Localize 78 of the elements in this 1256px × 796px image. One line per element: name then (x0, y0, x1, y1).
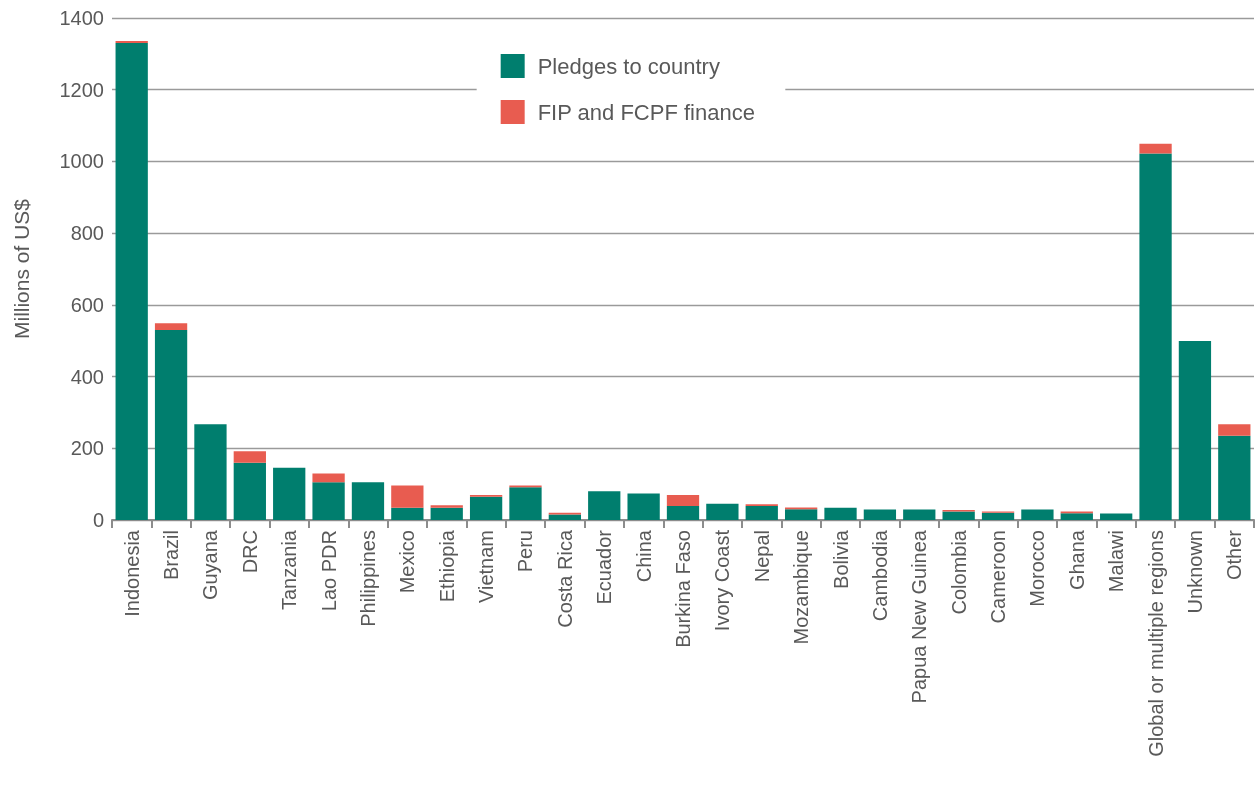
bar (666, 506, 700, 520)
x-tick-label: Papua New Guinea (908, 529, 931, 704)
bar (1218, 435, 1251, 520)
x-tick-label: Ghana (1065, 529, 1088, 591)
x-tick-label: DRC (238, 530, 261, 574)
x-tick-label: Peru (514, 530, 537, 573)
bar (154, 323, 188, 330)
bar (1218, 424, 1251, 436)
x-tick-label: Ethiopia (435, 529, 458, 603)
bar (588, 491, 621, 520)
bar (1100, 513, 1133, 520)
bar (784, 509, 818, 520)
bar (1139, 143, 1172, 154)
x-tick-label: Bolivia (829, 529, 852, 589)
bar (351, 482, 385, 520)
bar (863, 509, 897, 520)
bar (824, 507, 857, 520)
bar (115, 43, 148, 520)
bar (154, 329, 188, 520)
x-tick-label: Colombia (947, 529, 970, 615)
bar (233, 462, 266, 520)
x-tick-label: Tanzania (278, 529, 301, 611)
bar (1139, 153, 1172, 520)
x-tick-label: Nepal (750, 530, 773, 583)
bar (1021, 509, 1054, 520)
y-tick-label: 800 (70, 222, 104, 245)
x-tick-label: Vietnam (475, 530, 498, 604)
x-tick-label: Other (1223, 529, 1246, 581)
x-tick-label: Morocco (1026, 530, 1049, 607)
legend-label: Pledges to country (537, 53, 720, 79)
y-axis-title: Millions of US$ (10, 198, 33, 340)
bar (194, 424, 227, 520)
bar (391, 485, 424, 508)
x-tick-label: Cambodia (868, 529, 891, 622)
x-tick-label: Cameroon (987, 530, 1010, 624)
y-tick-label: 1000 (59, 150, 104, 173)
bar (548, 514, 582, 520)
bar (312, 482, 345, 520)
x-tick-label: Brazil (160, 530, 183, 581)
y-tick-label: 1400 (59, 7, 104, 29)
bar (706, 503, 739, 520)
bar (942, 511, 975, 520)
bar (666, 494, 700, 507)
x-tick-label: Lao PDR (317, 530, 340, 612)
bar (115, 40, 148, 44)
x-tick-label: Costa Rica (553, 529, 576, 628)
bar (233, 451, 266, 463)
y-tick-label: 200 (70, 437, 104, 460)
bar (1060, 513, 1093, 520)
bar (312, 473, 345, 483)
bar (391, 507, 424, 520)
x-tick-label: Unknown (1183, 530, 1206, 614)
x-tick-label: Malawi (1105, 530, 1128, 593)
bar (430, 507, 463, 520)
y-tick-label: 1200 (59, 78, 104, 101)
x-tick-label: Ecuador (593, 529, 616, 605)
bar (981, 512, 1015, 520)
x-tick-label: Mozambique (790, 530, 813, 645)
x-tick-label: Philippines (356, 530, 379, 627)
bar (430, 505, 463, 508)
bar (627, 493, 660, 520)
y-tick-label: 400 (70, 365, 104, 388)
y-tick-label: 600 (70, 293, 104, 316)
x-tick-label: Burkina Faso (672, 530, 694, 648)
x-tick-label: Guyana (199, 529, 222, 601)
y-tick-label: 0 (92, 509, 104, 531)
bar (273, 467, 306, 520)
x-tick-label: Indonesia (120, 529, 143, 617)
bar (1178, 341, 1212, 520)
x-tick-label: Ivory Coast (711, 529, 734, 632)
x-tick-label: Global or multiple regions (1144, 530, 1167, 757)
legend-label: FIP and FCPF finance (537, 99, 755, 125)
x-tick-label: China (632, 529, 655, 583)
bar (509, 487, 542, 520)
x-tick-label: Mexico (396, 530, 419, 594)
bar (469, 496, 503, 520)
bar (745, 506, 778, 520)
bar (903, 509, 936, 520)
